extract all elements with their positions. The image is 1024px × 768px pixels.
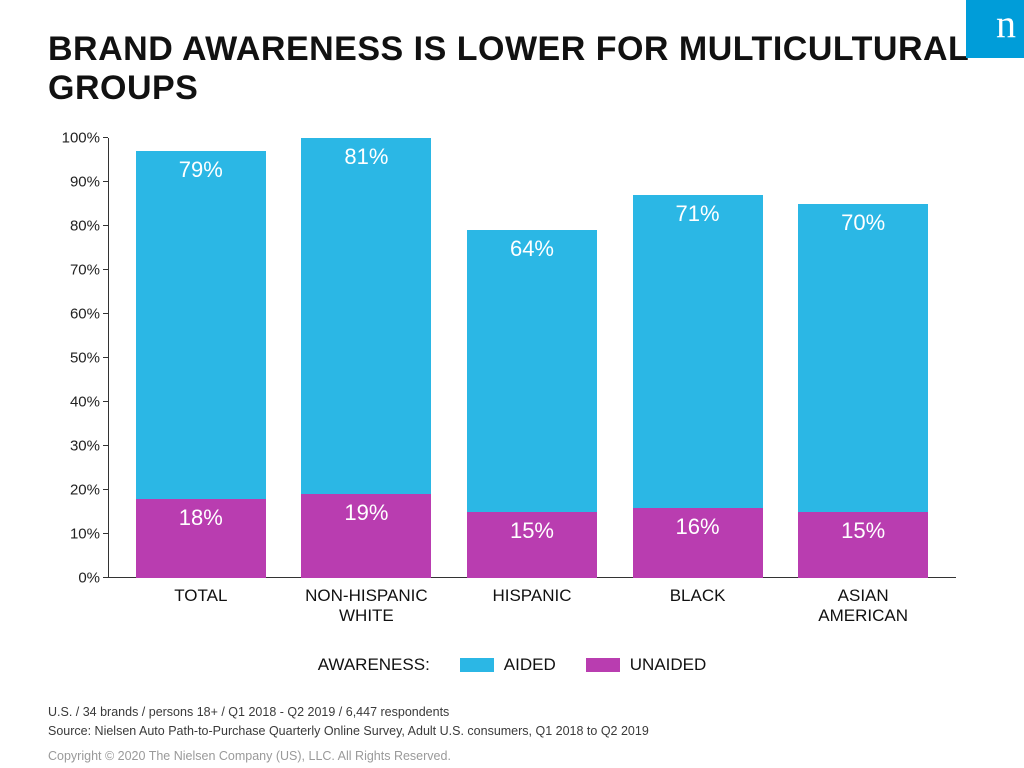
plot-area: 79%18%81%19%64%15%71%16%70%15% 0%10%20%3… [108,138,956,578]
page-title: BRAND AWARENESS IS LOWER FOR MULTICULTUR… [48,30,976,108]
y-tick-mark [103,313,108,314]
bar-value-aided: 81% [344,144,388,170]
chart-area: 79% 18% 81% 19% 64% 15% 71% 16% 70% 15% 0% 10% 20% 3… [48,138,976,675]
y-tick-label: 20% [48,482,100,499]
bar-group: 64% 15% [467,138,597,578]
bar-group: 71% 16% [633,138,763,578]
x-axis-labels: TOTAL NON-HISPANIC WHITE HISPANIC BLACK ASIA… [108,578,956,625]
y-tick-label: 10% [48,526,100,543]
x-axis-label: ASIAN AMERICAN [798,586,928,625]
bar-segment-unaided: 16% [633,508,763,578]
y-tick-mark [103,225,108,226]
legend-label-aided: AIDED [504,655,556,675]
nielsen-logo: n [966,0,1024,58]
y-tick-label: 30% [48,438,100,455]
bar-value-unaided: 15% [510,518,554,544]
footnotes: U.S. / 34 brands / persons 18+ / Q1 2018… [48,703,976,741]
y-tick-mark [103,577,108,578]
y-tick-label: 60% [48,306,100,323]
x-axis-label: HISPANIC [467,586,597,625]
bar-value-unaided: 19% [344,500,388,526]
bar-segment-aided: 81% [301,138,431,494]
footnote-line-1: U.S. / 34 brands / persons 18+ / Q1 2018… [48,703,976,722]
footnote-line-2: Source: Nielsen Auto Path-to-Purchase Qu… [48,722,976,741]
y-tick-label: 90% [48,174,100,191]
y-tick-label: 70% [48,262,100,279]
x-axis-label: TOTAL [136,586,266,625]
bar-segment-aided: 71% [633,195,763,507]
bar-segment-aided: 79% [136,151,266,499]
y-tick-mark [103,357,108,358]
y-tick-mark [103,269,108,270]
y-tick-mark [103,401,108,402]
logo-glyph: n [996,4,1016,44]
bar-value-unaided: 18% [179,505,223,531]
y-tick-mark [103,533,108,534]
bar-group: 81% 19% [301,138,431,578]
y-tick-label: 100% [48,130,100,147]
chart-container: BRAND AWARENESS IS LOWER FOR MULTICULTUR… [0,0,1024,768]
bar-segment-unaided: 15% [798,512,928,578]
y-tick-label: 50% [48,350,100,367]
bar-value-aided: 70% [841,210,885,236]
legend-label-unaided: UNAIDED [630,655,707,675]
bar-group: 79% 18% [136,138,266,578]
y-tick-label: 0% [48,570,100,587]
legend-swatch-unaided [586,658,620,672]
legend-item-unaided: UNAIDED [586,655,707,675]
copyright: Copyright © 2020 The Nielsen Company (US… [48,749,976,763]
bar-segment-unaided: 15% [467,512,597,578]
legend-item-aided: AIDED [460,655,556,675]
x-axis-label: NON-HISPANIC WHITE [301,586,431,625]
bar-segment-aided: 64% [467,230,597,512]
bar-value-aided: 64% [510,236,554,262]
bar-value-unaided: 15% [841,518,885,544]
bar-segment-aided: 70% [798,204,928,512]
bar-segment-unaided: 18% [136,499,266,578]
y-tick-mark [103,489,108,490]
y-tick-label: 40% [48,394,100,411]
bar-segment-unaided: 19% [301,494,431,578]
legend-title: AWARENESS: [318,655,430,675]
legend-swatch-aided [460,658,494,672]
y-tick-mark [103,181,108,182]
bar-value-unaided: 16% [676,514,720,540]
y-tick-mark [103,137,108,138]
bar-value-aided: 79% [179,157,223,183]
x-axis-label: BLACK [633,586,763,625]
legend: AWARENESS: AIDED UNAIDED [48,655,976,675]
bars-group: 79% 18% 81% 19% 64% 15% 71% 16% 70% 15% [108,138,956,578]
y-tick-label: 80% [48,218,100,235]
y-tick-mark [103,445,108,446]
bar-value-aided: 71% [676,201,720,227]
bar-group: 70% 15% [798,138,928,578]
